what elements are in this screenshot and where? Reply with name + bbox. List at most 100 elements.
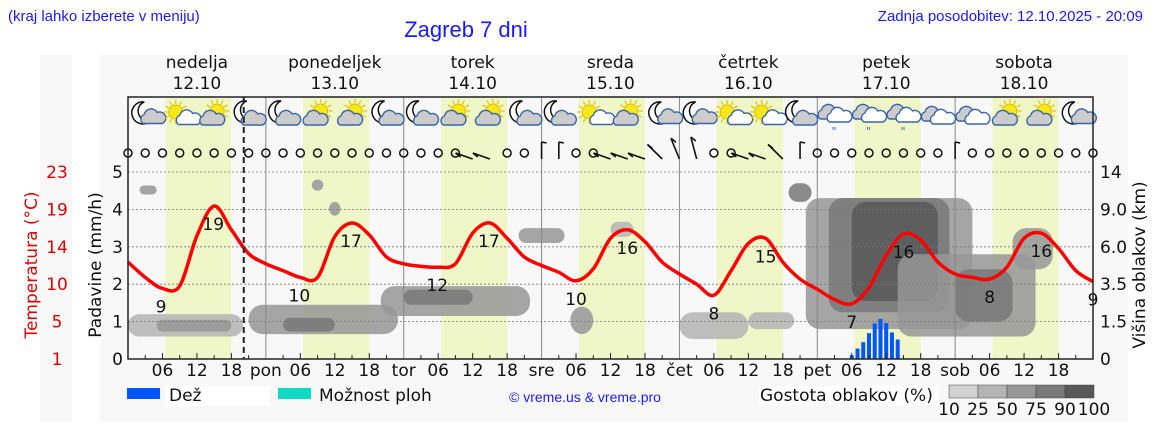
cloud-icon [516, 109, 543, 126]
moon-cloud-icon [543, 100, 578, 126]
temperature-label: 10 [289, 286, 311, 306]
sun-ray [733, 105, 738, 109]
cloud-area [788, 183, 812, 202]
sun-ray [755, 118, 759, 123]
rain-legend-label: Dež [169, 386, 202, 406]
last-updated: Zadnja posodobitev: 12.10.2025 - 20:09 [878, 8, 1143, 25]
sun-cloud-icon [612, 99, 643, 126]
gridlines [128, 171, 1093, 323]
cloud-height-tick: 1.5 [1100, 313, 1127, 333]
wind-barb-icon [627, 152, 646, 160]
cloud-scale-swatch [1035, 384, 1066, 399]
wind-barb-icon [690, 136, 698, 160]
moon-small-cloud-icon [131, 101, 167, 125]
temperature-label: 16 [1030, 242, 1052, 262]
cloud-scale-swatch [1064, 384, 1095, 399]
sun-ray [206, 104, 211, 108]
wind-barb-icon [646, 143, 663, 160]
sun-cloud-icon [302, 99, 333, 126]
wind-barb-icon [455, 152, 473, 160]
x-tick-label: 06 [565, 361, 587, 381]
sun-cloud-icon [991, 99, 1022, 126]
cloud-drizzle-icon: " [817, 103, 853, 138]
day-name: četrtek [718, 53, 779, 73]
wind-calm-icon [502, 148, 512, 158]
wind-barb-icon [558, 141, 564, 159]
sun-ray [348, 100, 352, 105]
x-tick-day: sob [940, 361, 970, 381]
wind-calm-icon [829, 148, 840, 158]
x-tick-day: pon [250, 361, 282, 381]
sun-ray [1050, 104, 1056, 108]
cloud-height-tick: 6.0 [1100, 238, 1127, 258]
cloud-icon [991, 109, 1019, 126]
moon-small-cloud-icon [648, 101, 684, 125]
wind-calm-icon [226, 148, 237, 158]
credit-link[interactable]: © vreme.us & vreme.pro [509, 389, 661, 405]
x-tick-day: tor [392, 361, 416, 381]
temperature-label: 17 [478, 232, 500, 252]
cloud-icon [727, 109, 754, 126]
sun-cloud-icon [474, 99, 505, 126]
temperature-tick: 14 [46, 238, 68, 258]
wind-feather [541, 141, 547, 144]
sun-ray [750, 105, 755, 109]
sun-ray [1047, 100, 1051, 105]
moon-cloud-icon [233, 100, 267, 126]
wind-barb-icon [670, 137, 681, 160]
sun-ray [447, 104, 452, 108]
day-date: 15.10 [586, 74, 635, 94]
wind-barb-icon [799, 141, 806, 159]
wind-feather [748, 152, 755, 158]
precipitation-bar [878, 318, 883, 359]
day-date: 13.10 [310, 74, 359, 94]
wind-feather [954, 141, 961, 144]
wind-calm-icon [933, 148, 943, 158]
wind-calm-icon [1002, 148, 1012, 158]
location-hint[interactable]: (kraj lahko izberete v meniju) [8, 8, 200, 25]
sun-ray [582, 118, 586, 123]
sun-cloud-icon [336, 99, 368, 126]
x-tick-label: 18 [358, 361, 380, 381]
wind-shaft [690, 136, 698, 160]
sun-ray [309, 104, 314, 108]
temperature-line [126, 204, 1094, 307]
moon-small-cloud-icon [682, 101, 718, 125]
moon-cloud-icon [405, 100, 440, 126]
cloud-scale-tick: 25 [967, 400, 989, 420]
sun-ray [716, 115, 721, 119]
sun-ray [223, 114, 228, 118]
wind-shaft [455, 152, 473, 160]
sun-ray [1016, 104, 1021, 108]
precipitation-bar [866, 333, 871, 359]
moon-cloud-icon [371, 100, 405, 126]
cloud-icon [378, 109, 405, 126]
sun-cloud-icon [199, 99, 230, 126]
wind-calm-icon [433, 148, 443, 158]
temperature-axis-label: Temperatura (°C) [22, 191, 42, 339]
wind-calm-icon [1019, 148, 1029, 158]
x-tick-label: 06 [703, 361, 725, 381]
cloud-area [679, 312, 749, 340]
sun-small-cloud-icon [577, 100, 616, 126]
sun-ray [1003, 100, 1007, 105]
wind-feather [610, 152, 617, 158]
wind-calm-icon [450, 148, 461, 158]
sun-ray [182, 105, 187, 109]
day-name: petek [862, 53, 910, 73]
cloud-area [283, 317, 335, 332]
sun-ray [358, 100, 362, 105]
wind-calm-icon [915, 148, 926, 158]
x-tick-label: 18 [772, 361, 794, 381]
sun-ray [1016, 114, 1021, 118]
showers-swatch [278, 388, 311, 399]
cloud-area [955, 269, 1013, 322]
wind-calm-icon [967, 148, 978, 158]
wind-feather [799, 141, 806, 144]
sun-ray [164, 105, 170, 109]
wind-barb-icon [472, 152, 491, 160]
precipitation-tick: 2 [112, 275, 123, 295]
sun-ray [999, 104, 1004, 108]
sun-ray [730, 101, 734, 106]
precipitation-bar [884, 323, 889, 359]
